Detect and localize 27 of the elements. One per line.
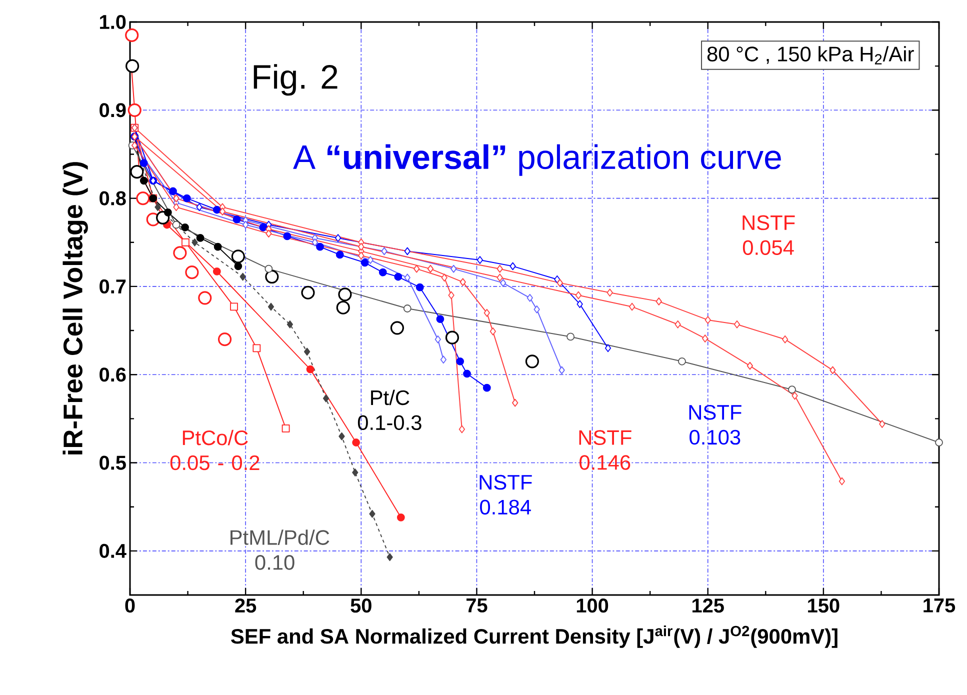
y-tick-label: 0.4 — [100, 544, 126, 558]
annotation: NSTF 0.146 — [579, 430, 632, 470]
x-tick-label: 175 — [924, 598, 956, 612]
x-tick-label: 75 — [466, 598, 488, 612]
y-tick-label: 0.8 — [100, 191, 126, 206]
text: A “universal” polarization curve — [293, 144, 781, 176]
y-axis-title: iR-Free Cell Voltage (V) — [62, 162, 88, 454]
annotation: NSTF 0.103 — [689, 404, 742, 445]
text: Fig. 2 — [254, 64, 338, 96]
annotation: PtCo/C 0.05 - 0.2 — [170, 430, 260, 470]
x-tick-label: 25 — [235, 598, 256, 613]
x-tick-label: 100 — [576, 598, 608, 613]
x-tick-label: 125 — [692, 598, 724, 613]
annotation: PtML/Pd/C 0.10 — [230, 530, 330, 570]
y-tick-label: 0.5 — [100, 456, 126, 470]
y-tick-label: 0.7 — [100, 279, 126, 294]
y-tick-label: 0.6 — [100, 368, 126, 382]
x-axis-title: SEF and SA Normalized Current Density [J$^{air}$(V) / J$^{O2}$(900mV)] — [231, 625, 838, 648]
x-tick-label: 50 — [350, 598, 372, 613]
x-tick-label: 150 — [808, 598, 840, 613]
y-tick-label: 0.9 — [100, 103, 126, 118]
y-tick-label: 1.0 — [100, 14, 126, 30]
x-tick-label: 0 — [125, 598, 135, 613]
annotation: NSTF 0.054 — [742, 215, 795, 256]
annotation: NSTF 0.184 — [480, 474, 532, 515]
annotation: Pt/C 0.1-0.3 — [358, 390, 422, 430]
annotation: 80 °C , 150 kPa H$_{2}$/Air — [707, 46, 914, 64]
